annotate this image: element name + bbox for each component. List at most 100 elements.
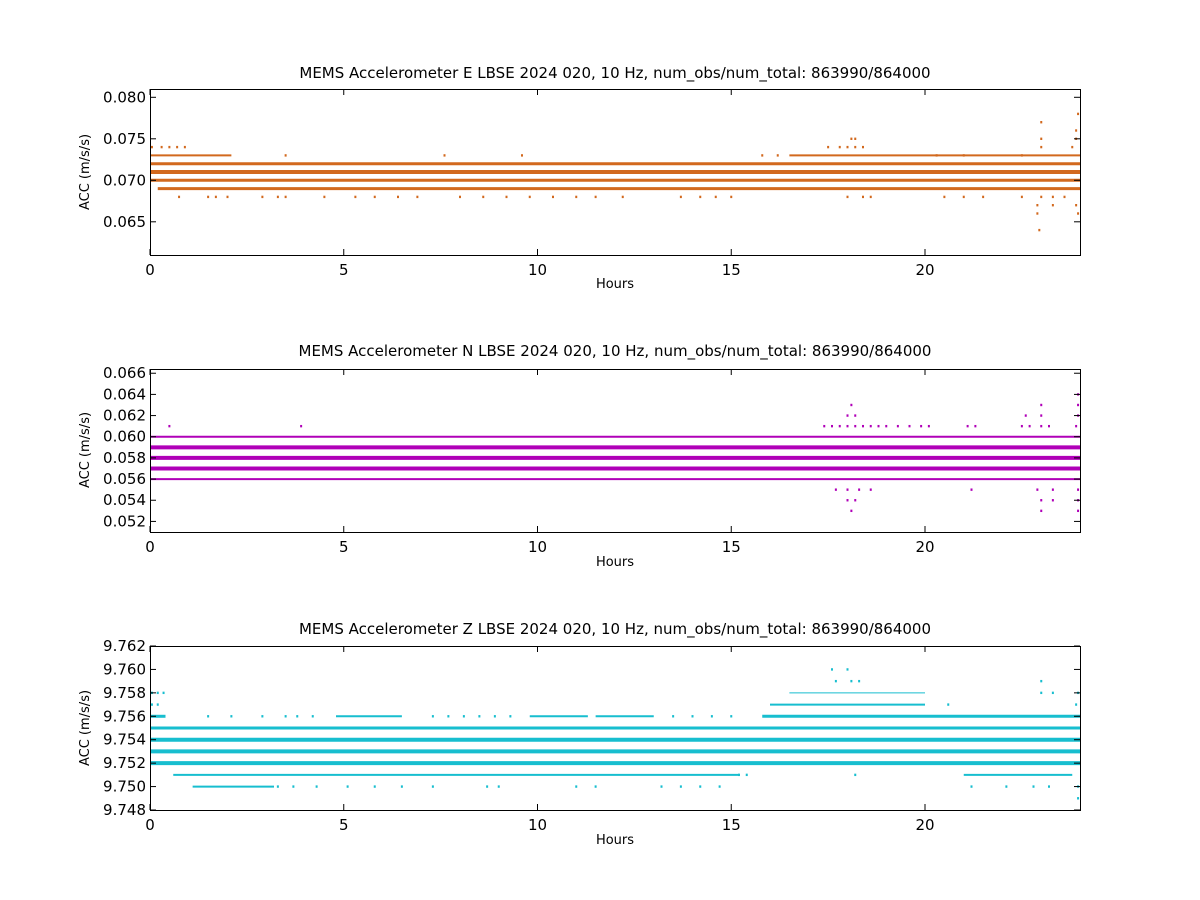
panel-n-point xyxy=(858,488,861,491)
panel-n-ytick-label: 0.060 xyxy=(103,428,146,446)
panel-z-point xyxy=(486,785,489,788)
panel-z-xtick-label: 5 xyxy=(339,816,349,834)
panel-e-ytick-label: 0.070 xyxy=(103,171,146,189)
panel-n-point xyxy=(1040,424,1043,428)
panel-z-point xyxy=(1005,785,1008,788)
panel-e-point xyxy=(1036,212,1039,215)
panel-e-point xyxy=(1036,204,1039,207)
panel-n-point xyxy=(1077,488,1080,491)
panel-e-point xyxy=(850,137,853,140)
panel-e-point xyxy=(226,195,229,199)
panel-z-point xyxy=(970,785,973,788)
panel-n-point xyxy=(1077,403,1080,407)
panel-z-point xyxy=(831,668,833,671)
panel-z-point xyxy=(1075,703,1078,706)
panel-z-point xyxy=(679,785,682,788)
panel-e-point xyxy=(827,145,830,149)
panel-e-point xyxy=(1040,195,1043,199)
panel-e-point xyxy=(679,195,682,199)
panel-n-point xyxy=(846,424,849,428)
panel-e-point xyxy=(373,195,376,199)
panel-e-point xyxy=(528,195,531,199)
panel-e-point xyxy=(178,195,181,199)
panel-e-point xyxy=(168,145,171,149)
panel-n-ytick-label: 0.054 xyxy=(103,491,146,509)
panel-e-point xyxy=(1063,195,1066,199)
panel-z-point xyxy=(1040,679,1043,683)
panel-n-point xyxy=(1077,509,1080,513)
panel-n-point xyxy=(1075,424,1078,428)
panel-n-xtick-label: 15 xyxy=(722,538,741,556)
panel-z-point xyxy=(575,785,578,788)
panel-n-point xyxy=(1040,509,1043,513)
panel-n-point xyxy=(869,424,872,428)
panel-z-point xyxy=(276,785,279,788)
panel-n-point xyxy=(1040,403,1043,407)
panel-z-point xyxy=(738,773,740,777)
panel-n-ytick-label: 0.062 xyxy=(103,407,146,425)
panel-z-point xyxy=(431,715,434,718)
panel-e-point xyxy=(962,154,965,157)
panel-e-xtick-label: 5 xyxy=(339,261,349,279)
panel-e-title: MEMS Accelerometer E LBSE 2024 020, 10 H… xyxy=(299,64,930,83)
panel-z-point xyxy=(761,761,764,765)
panel-z-point xyxy=(854,773,857,777)
panel-z-point xyxy=(745,773,748,777)
panel-e-point xyxy=(323,195,326,199)
panel-z-ytick-label: 9.756 xyxy=(103,707,146,725)
panel-n-title: MEMS Accelerometer N LBSE 2024 020, 10 H… xyxy=(299,342,932,361)
panel-e-ytick-label: 0.080 xyxy=(103,88,146,106)
panel-e-point xyxy=(943,195,946,199)
panel-z-point xyxy=(947,703,950,706)
panel-e-point xyxy=(207,195,210,199)
panel-e-point xyxy=(1040,145,1043,149)
panel-e-point xyxy=(621,195,624,199)
panel-e-frame xyxy=(150,89,1081,256)
panel-z-point xyxy=(691,715,694,718)
panel-n-point xyxy=(869,488,872,491)
panel-n-point xyxy=(862,424,864,428)
panel-e-xtick-label: 20 xyxy=(915,261,934,279)
panel-e-point xyxy=(284,195,287,199)
panel-n-xtick-label: 10 xyxy=(528,538,547,556)
panel-e-point xyxy=(575,195,578,199)
panel-e-xtick-label: 0 xyxy=(145,261,155,279)
panel-z-point xyxy=(162,691,165,695)
panel-z-point xyxy=(718,785,721,788)
panel-n-xtick-label: 5 xyxy=(339,538,349,556)
panel-e-point xyxy=(935,154,938,157)
panel-n-point xyxy=(850,509,853,513)
panel-e-point xyxy=(699,195,702,199)
panel-e-point xyxy=(776,154,779,157)
panel-e-point xyxy=(854,137,857,140)
panel-n-point xyxy=(966,424,969,428)
panel-e-point xyxy=(1038,228,1041,232)
panel-z-point xyxy=(292,785,295,788)
panel-z-point xyxy=(493,715,496,718)
panel-e-ytick-label: 0.075 xyxy=(103,130,146,148)
panel-z-xtick-label: 15 xyxy=(722,816,741,834)
panel-n-xlabel: Hours xyxy=(596,555,634,570)
panel-e: MEMS Accelerometer E LBSE 2024 020, 10 H… xyxy=(78,64,1081,292)
panel-n-point xyxy=(1051,488,1054,491)
panel-z-point xyxy=(699,785,702,788)
panel-z-xtick-label: 10 xyxy=(528,816,547,834)
panel-e-xtick-label: 15 xyxy=(722,261,741,279)
panel-z-ytick-label: 9.754 xyxy=(103,731,146,749)
panel-z-point xyxy=(1032,785,1035,788)
panel-z-ylabel: ACC (m/s/s) xyxy=(78,690,93,766)
panel-n-point xyxy=(834,488,837,491)
panel-z-point xyxy=(497,785,500,788)
panel-z-point xyxy=(156,691,159,695)
panel-n-point xyxy=(1040,499,1043,502)
panel-n-point xyxy=(168,424,171,428)
panel-e-point xyxy=(1020,195,1023,199)
panel-z-point xyxy=(846,668,849,671)
panel-z-point xyxy=(150,703,153,706)
panel-n-point xyxy=(974,424,977,428)
panel-e-point xyxy=(838,145,841,149)
panel-e-point xyxy=(869,195,872,199)
panel-n-point xyxy=(885,424,888,428)
panel-n-point xyxy=(920,424,923,428)
